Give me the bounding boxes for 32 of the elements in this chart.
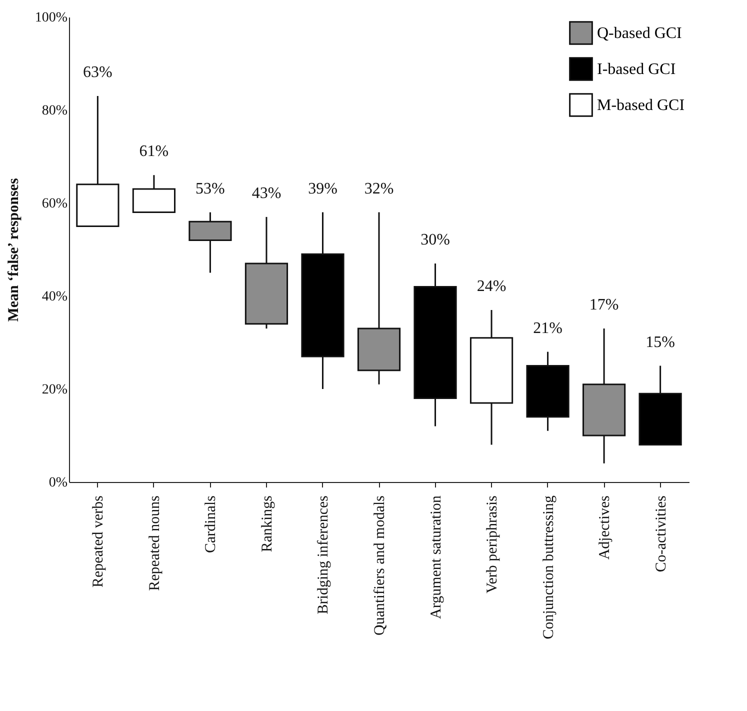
y-tick-label: 20% <box>42 382 68 398</box>
x-tick-label: Verb periphrasis <box>484 495 501 594</box>
annotation: 39% <box>308 180 338 198</box>
y-tick-label: 0% <box>48 476 68 490</box>
x-tick-label: Conjunction buttressing <box>540 495 557 640</box>
annotation: 32% <box>364 180 394 198</box>
x-tick-label: Cardinals <box>203 495 220 553</box>
x-tick-label: Quantifiers and modals <box>372 495 388 636</box>
x-tick-label: Rankings <box>259 495 276 552</box>
legend-label: Q-based GCI <box>597 25 682 42</box>
y-tick-label: 100% <box>34 10 68 26</box>
annotation: 53% <box>196 180 225 198</box>
annotation: 24% <box>476 278 506 295</box>
y-tick-label: 60% <box>42 196 68 212</box>
annotation: 43% <box>252 184 282 202</box>
annotation: 61% <box>139 143 169 160</box>
y-tick-label: 80% <box>42 104 68 118</box>
x-tick-label: Repeated verbs <box>90 495 107 588</box>
annotation: 17% <box>589 296 619 314</box>
x-tick-label: Co-activities <box>653 495 670 572</box>
legend-label: M-based GCI <box>597 97 685 114</box>
annotation: 21% <box>533 320 562 337</box>
annotation: 63% <box>83 64 112 82</box>
x-tick-label: Bridging inferences <box>316 495 332 614</box>
x-tick-label: Argument saturation <box>428 495 444 619</box>
y-axis-title: Mean ‘false’ responses <box>6 178 22 322</box>
legend-label: I-based GCI <box>597 61 676 78</box>
annotation: 30% <box>420 231 450 248</box>
annotation: 15% <box>646 334 675 351</box>
x-tick-label: Repeated nouns <box>146 495 163 591</box>
x-tick-label: Adjectives <box>597 495 614 560</box>
y-tick-label: 40% <box>42 290 68 304</box>
